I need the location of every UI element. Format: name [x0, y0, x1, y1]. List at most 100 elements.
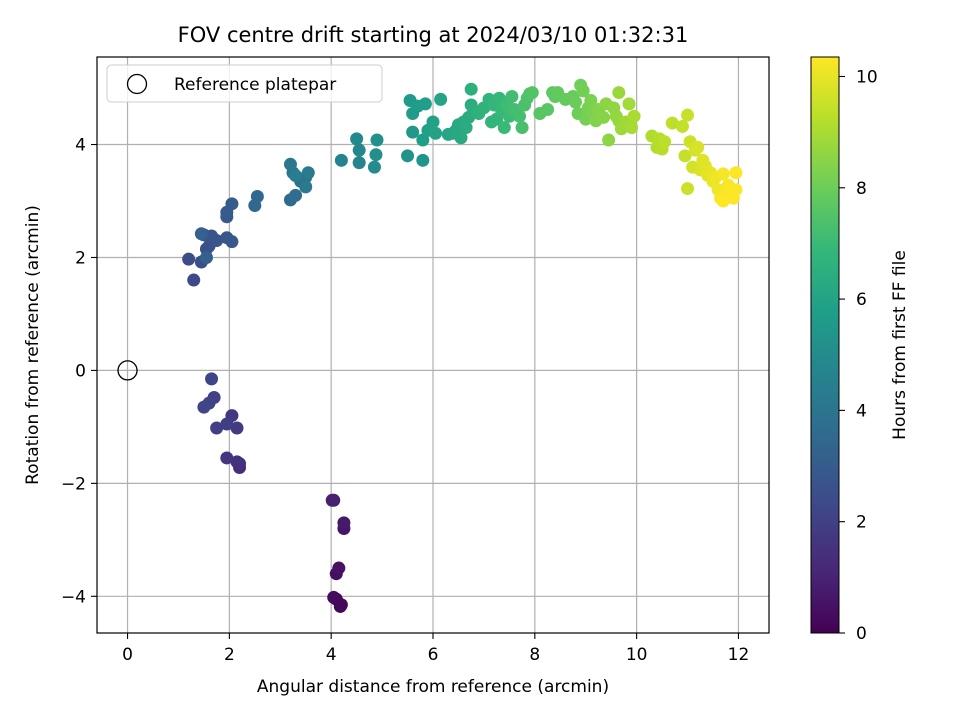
data-point	[602, 133, 616, 147]
colorbar-label: Hours from first FF file	[890, 250, 910, 440]
data-point	[199, 250, 213, 264]
data-series	[182, 78, 743, 613]
y-tick-label: 2	[75, 248, 86, 268]
data-point	[182, 252, 196, 266]
x-tick-label: 4	[326, 645, 337, 665]
legend-box	[106, 64, 383, 103]
x-tick-label: 8	[529, 645, 540, 665]
data-point	[576, 84, 590, 98]
data-point	[401, 149, 415, 163]
data-point	[497, 121, 511, 135]
data-point	[369, 148, 383, 162]
reference-marker	[117, 360, 138, 381]
data-point	[622, 97, 636, 111]
legend: Reference platepar	[106, 64, 383, 103]
data-point	[584, 93, 598, 107]
data-point	[627, 109, 641, 123]
x-tick-label: 6	[428, 645, 439, 665]
data-point	[681, 108, 695, 122]
data-point	[515, 121, 529, 135]
data-point	[665, 116, 679, 130]
data-point	[416, 133, 430, 147]
data-point	[250, 189, 264, 203]
data-point	[429, 126, 443, 140]
data-point	[352, 143, 366, 157]
data-point	[230, 421, 244, 435]
data-point	[289, 188, 303, 202]
colorbar-tick-label: 4	[856, 401, 867, 421]
data-point	[350, 132, 364, 146]
data-point	[729, 166, 743, 180]
y-tick-label: −2	[61, 474, 86, 494]
data-point	[337, 516, 351, 530]
plot-gridlines	[97, 57, 769, 633]
chart-title: FOV centre drift starting at 2024/03/10 …	[178, 23, 689, 47]
reference-series	[117, 360, 138, 381]
data-point	[513, 109, 527, 123]
data-point	[675, 119, 689, 133]
data-point	[454, 131, 468, 145]
colorbar	[811, 57, 839, 633]
colorbar-tick-label: 10	[856, 67, 878, 87]
legend-label: Reference platepar	[174, 75, 336, 95]
data-point	[225, 235, 239, 249]
data-point	[210, 421, 224, 435]
data-point	[426, 115, 440, 129]
data-point	[225, 197, 239, 211]
data-point	[283, 157, 297, 171]
data-point	[459, 121, 473, 135]
data-point	[301, 166, 315, 180]
colorbar-ticks: 0 2 4 6 8 10	[839, 67, 878, 644]
y-tick-label: −4	[61, 587, 86, 607]
data-point	[505, 90, 519, 104]
data-point	[525, 86, 539, 100]
data-point	[678, 149, 692, 163]
colorbar-tick-label: 8	[856, 179, 867, 199]
data-point	[220, 451, 234, 465]
data-point	[434, 92, 448, 106]
data-point	[233, 457, 247, 471]
data-point	[197, 400, 211, 414]
x-tick-label: 2	[224, 645, 235, 665]
data-point	[406, 125, 420, 139]
data-point	[541, 103, 555, 117]
colorbar-frame	[810, 56, 840, 634]
data-point	[729, 183, 743, 197]
y-tick-label: 4	[75, 136, 86, 156]
data-point	[625, 121, 639, 135]
x-axis-label: Angular distance from reference (arcmin)	[257, 677, 609, 697]
data-point	[658, 135, 672, 149]
data-point	[681, 182, 695, 196]
data-point	[716, 167, 730, 181]
data-point	[367, 160, 381, 174]
data-point	[325, 493, 339, 507]
axis-ticks: 0 2 4 6 8 10 12 −4 −2 0 2 4	[61, 136, 749, 665]
data-point	[220, 417, 234, 431]
data-point	[716, 194, 730, 208]
y-tick-label: 0	[75, 361, 86, 381]
data-point	[416, 153, 430, 167]
data-point	[418, 97, 432, 111]
data-point	[194, 227, 208, 241]
data-point	[334, 153, 348, 167]
data-point	[205, 372, 219, 386]
data-point	[612, 86, 626, 100]
data-point	[289, 169, 303, 183]
data-point	[597, 110, 611, 124]
data-point	[210, 234, 224, 248]
x-tick-label: 12	[728, 645, 750, 665]
data-point	[691, 140, 705, 154]
data-point	[327, 590, 341, 604]
colorbar-tick-label: 6	[856, 290, 867, 310]
colorbar-tick-label: 2	[856, 513, 867, 533]
data-point	[464, 82, 478, 96]
data-point	[299, 180, 313, 194]
legend-marker	[126, 73, 148, 95]
y-axis-label: Rotation from reference (arcmin)	[23, 205, 43, 485]
data-point	[352, 156, 366, 170]
data-point	[370, 133, 384, 147]
x-tick-label: 10	[626, 645, 648, 665]
data-point	[569, 95, 583, 109]
